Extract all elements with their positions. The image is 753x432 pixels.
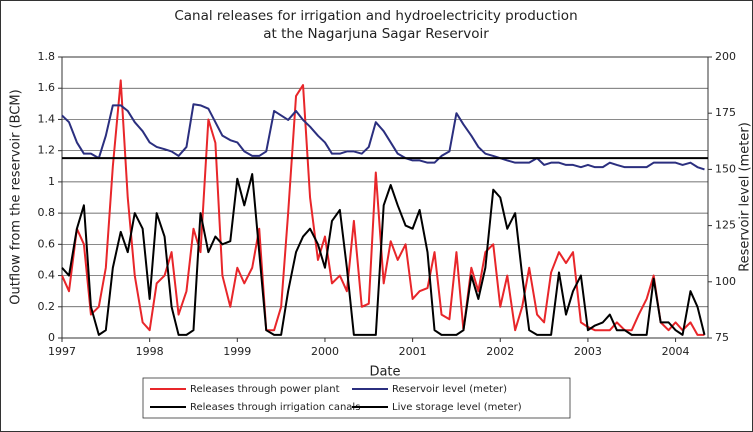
y2-tick-label: 175 [715,106,736,119]
x-tick-label: 2002 [486,345,514,358]
chart-title: Canal releases for irrigation and hydroe… [174,8,577,24]
y2-tick-label: 125 [715,219,736,232]
plot-frame [61,56,709,339]
x-axis-title: Date [369,365,400,380]
x-tick-label: 1999 [223,345,251,358]
y2-tick-label: 200 [715,50,736,63]
x-tick-label: 2004 [662,345,690,358]
y-tick-label: 0.2 [38,300,56,313]
y-tick-label: 1.2 [38,144,56,157]
y-axis-title: Outflow from the reservoir (BCM) [9,89,24,304]
x-tick-label: 1998 [136,345,164,358]
x-tick-label: 2000 [311,345,339,358]
y2-tick-label: 100 [715,275,736,288]
chart-subtitle: at the Nagarjuna Sagar Reservoir [263,26,489,42]
x-tick-label: 1997 [48,345,76,358]
legend-label: Releases through irrigation canals [190,402,360,413]
series-line [61,173,706,336]
y-tick-label: 1 [48,175,55,188]
legend-label: Live storage level (meter) [392,402,522,413]
y-tick-label: 0.4 [38,269,56,282]
series-line [61,103,705,171]
y-tick-label: 1.6 [38,81,56,94]
y-tick-label: 1.8 [38,50,56,63]
legend-label: Releases through power plant [190,384,340,395]
legend-label: Reservoir level (meter) [392,384,507,395]
y2-tick-label: 75 [715,331,729,344]
legend-box [142,377,571,419]
y-tick-label: 0.6 [38,237,56,250]
y-tick-label: 1.4 [38,112,56,125]
x-tick-label: 2003 [574,345,602,358]
y-tick-label: 0.8 [38,206,56,219]
series-line [61,79,705,336]
y2-axis-title: Reservoir level (meter) [738,122,753,272]
y-tick-label: 0 [48,331,55,344]
x-tick-label: 2001 [399,345,427,358]
y2-tick-label: 150 [715,162,736,175]
